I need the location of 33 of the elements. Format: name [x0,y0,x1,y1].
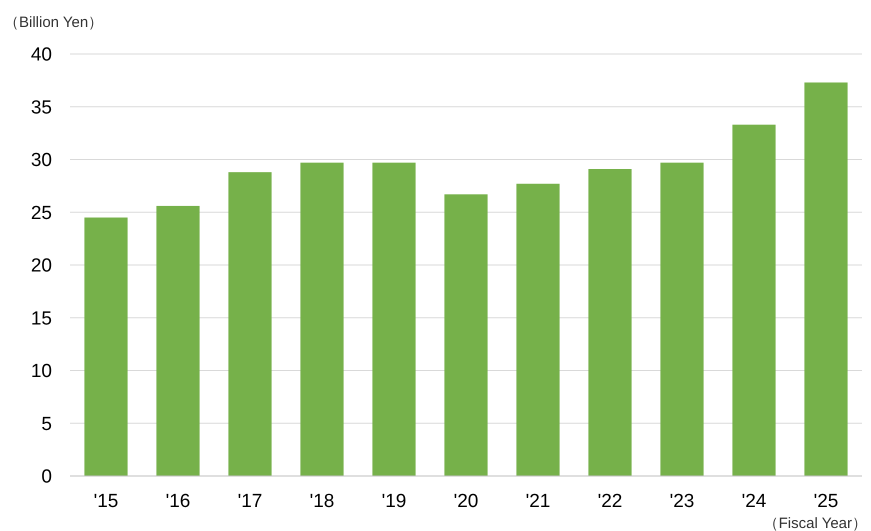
y-tick-label: 5 [41,414,52,435]
y-axis-title: （Billion Yen） [4,14,104,31]
x-tick-label: '21 [526,491,550,512]
bar [804,82,848,476]
y-tick-label: 25 [30,202,52,224]
x-tick-label: '23 [670,491,694,512]
x-tick-label: '20 [454,491,478,512]
y-tick-label: 35 [30,97,52,118]
y-tick-label: 40 [30,44,52,66]
bar [228,172,272,476]
x-tick-label: '24 [742,491,767,512]
bar [84,218,128,476]
y-tick-label: 20 [30,256,52,277]
bar [300,162,344,476]
y-tick-label: 15 [30,308,52,330]
x-tick-label: '25 [814,491,838,512]
y-tick-label: 30 [30,150,52,172]
bar [516,184,560,476]
x-tick-label: '22 [598,491,622,512]
x-tick-label: '17 [238,491,262,512]
y-tick-label: 0 [41,466,52,488]
x-tick-label: '18 [310,491,334,512]
bar [156,206,200,476]
x-tick-label: '15 [94,491,118,512]
bar [588,168,632,476]
y-tick-label: 10 [30,361,52,382]
bar [444,194,488,476]
x-axis-title: （Fiscal Year） [764,515,867,531]
x-tick-label: '19 [382,491,406,512]
x-tick-label: '16 [166,491,190,512]
bar [732,124,776,476]
bar [372,162,416,476]
bar [660,162,704,476]
